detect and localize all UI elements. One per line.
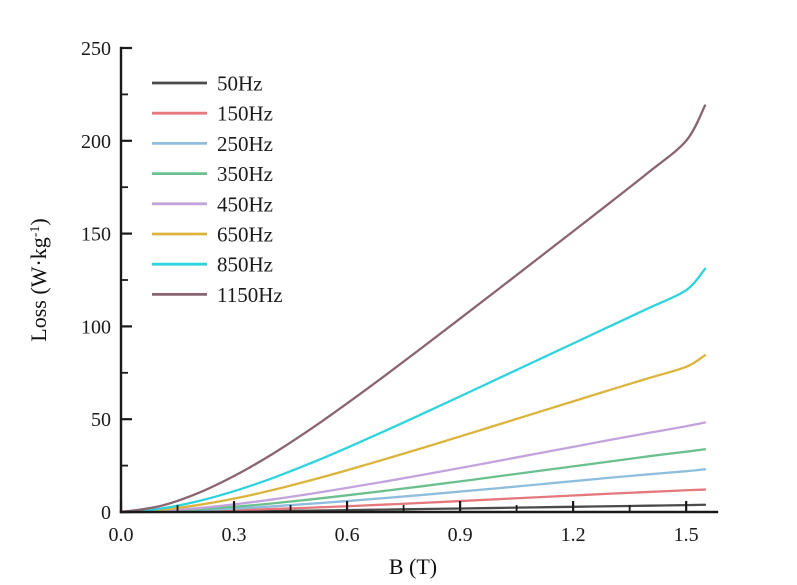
series-line-1150hz [119,104,707,514]
x-tick-label: 1.2 [561,524,586,546]
y-axis-ticks [121,46,132,514]
y-axis-tick-labels: 0 50 100 150 200 250 [81,38,111,524]
x-tick-label: 0.9 [448,524,473,546]
x-tick-label: 1.5 [674,524,699,546]
legend-label-250hz: 250Hz [217,132,273,156]
legend-label-450hz: 450Hz [217,192,273,216]
legend-label-150hz: 150Hz [217,102,273,126]
y-tick-label: 50 [91,409,111,431]
series-line-250hz [119,468,707,514]
series-line-450hz [119,421,707,514]
y-tick-label: 150 [81,224,111,246]
y-tick-label: 0 [101,502,111,524]
y-axis-title-text: Loss (W·kg-1) [26,218,51,341]
x-axis-ticks [119,501,688,512]
x-tick-label: 0.3 [222,524,247,546]
y-tick-label: 200 [81,131,111,153]
x-axis-tick-labels: 0.0 0.3 0.6 0.9 1.2 1.5 [109,524,699,546]
x-tick-label: 0.6 [335,524,360,546]
series-line-850hz [119,267,707,514]
axis-layer: 0 50 100 150 200 250 0.0 0.3 0.6 0.9 1.2 1.5 [81,38,719,546]
y-tick-label: 250 [81,38,111,60]
y-axis-title: Loss (W·kg-1) [26,218,51,341]
series-line-350hz [119,448,707,514]
x-axis-title-text: B (T) [389,554,437,579]
y-tick-label: 100 [81,316,111,338]
series-line-650hz [119,354,707,514]
legend-label-1150hz: 1150Hz [217,283,283,307]
series-line-150hz [119,488,707,514]
legend-label-850hz: 850Hz [217,253,273,277]
legend-label-50hz: 50Hz [217,72,263,96]
x-tick-label: 0.0 [109,524,134,546]
x-axis-title: B (T) [389,554,437,579]
legend-label-350hz: 350Hz [217,162,273,186]
legend-label-650hz: 650Hz [217,223,273,247]
chart-legend: 50Hz 150Hz 250Hz 350Hz 450Hz 650Hz 850Hz 1150Hz [152,72,283,307]
